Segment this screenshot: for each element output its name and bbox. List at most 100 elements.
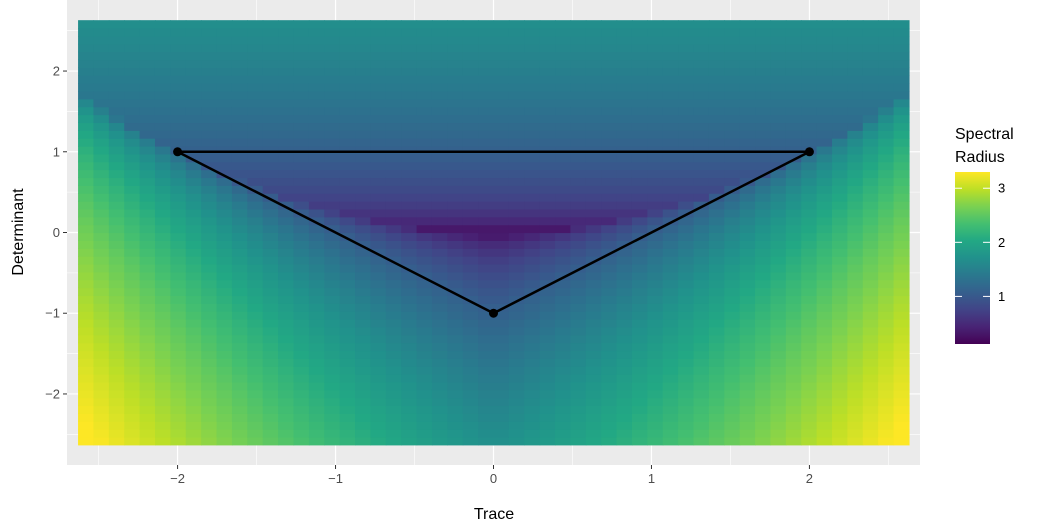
heatmap-cell — [539, 59, 556, 68]
heatmap-cell — [401, 397, 418, 407]
heatmap-cell — [170, 271, 187, 281]
heatmap-cell — [755, 146, 772, 155]
heatmap-cell — [616, 216, 633, 226]
heatmap-cell — [801, 28, 818, 37]
heatmap-cell — [462, 224, 479, 234]
heatmap-cell — [93, 20, 110, 29]
heatmap-cell — [262, 326, 279, 336]
heatmap-cell — [308, 161, 325, 171]
heatmap-cell — [201, 248, 218, 257]
heatmap-cell — [631, 51, 648, 61]
heatmap-cell — [139, 350, 156, 359]
heatmap-cell — [293, 20, 310, 29]
heatmap-cell — [385, 279, 402, 289]
heatmap-cell — [401, 59, 418, 68]
heatmap-cell — [555, 43, 572, 53]
heatmap-cell — [78, 130, 95, 139]
heatmap-cell — [570, 295, 587, 304]
heatmap-cell — [124, 83, 141, 92]
heatmap-cell — [247, 232, 264, 241]
heatmap-cell — [539, 381, 556, 391]
heatmap-cell — [601, 51, 618, 61]
heatmap-cell — [416, 397, 433, 407]
heatmap-cell — [170, 130, 187, 139]
heatmap-cell — [555, 334, 572, 344]
heatmap-cell — [216, 98, 233, 108]
heatmap-cell — [385, 405, 402, 414]
heatmap-cell — [93, 303, 110, 312]
heatmap-cell — [231, 90, 248, 100]
heatmap-cell — [339, 122, 356, 131]
heatmap-cell — [139, 20, 156, 29]
heatmap-cell — [801, 279, 818, 289]
heatmap-cell — [416, 90, 433, 100]
heatmap-cell — [370, 405, 387, 414]
heatmap-cell — [893, 287, 910, 297]
heatmap-cell — [878, 106, 895, 116]
heatmap-cell — [154, 138, 171, 147]
heatmap-cell — [570, 28, 587, 37]
heatmap-cell — [708, 366, 725, 375]
heatmap-cell — [816, 350, 833, 359]
heatmap-cell — [401, 263, 418, 273]
heatmap-cell — [708, 20, 725, 29]
heatmap-cell — [324, 240, 341, 249]
heatmap-cell — [262, 311, 279, 320]
heatmap-cell — [93, 114, 110, 124]
heatmap-cell — [416, 413, 433, 422]
heatmap-cell — [185, 177, 202, 186]
heatmap-cell — [447, 185, 464, 194]
heatmap-cell — [339, 28, 356, 37]
heatmap-cell — [616, 350, 633, 359]
heatmap-cell — [293, 28, 310, 37]
heatmap-cell — [801, 106, 818, 116]
heatmap-cell — [216, 146, 233, 155]
heatmap-cell — [478, 59, 495, 68]
heatmap-cell — [416, 295, 433, 304]
heatmap-cell — [724, 287, 741, 297]
heatmap-cell — [708, 185, 725, 194]
heatmap-cell — [539, 98, 556, 108]
heatmap-cell — [878, 114, 895, 124]
heatmap-cell — [616, 83, 633, 92]
heatmap-cell — [478, 295, 495, 304]
heatmap-cell — [462, 342, 479, 352]
heatmap-cell — [108, 177, 125, 186]
heatmap-cell — [832, 295, 848, 304]
heatmap-cell — [278, 256, 295, 265]
heatmap-cell — [678, 232, 695, 241]
heatmap-cell — [647, 358, 664, 367]
heatmap-cell — [585, 114, 602, 124]
heatmap-cell — [339, 334, 356, 344]
heatmap-cell — [124, 436, 141, 446]
heatmap-cell — [108, 106, 125, 116]
heatmap-cell — [801, 342, 818, 352]
heatmap-cell — [108, 83, 125, 92]
heatmap-cell — [878, 256, 895, 265]
heatmap-cell — [124, 146, 141, 155]
heatmap-cell — [170, 256, 187, 265]
heatmap-cell — [878, 193, 895, 202]
heatmap-cell — [370, 366, 387, 375]
heatmap-cell — [616, 271, 633, 281]
heatmap-cell — [847, 287, 864, 297]
heatmap-cell — [308, 397, 325, 407]
heatmap-cell — [478, 193, 495, 202]
heatmap-cell — [862, 389, 879, 399]
heatmap-cell — [231, 248, 248, 257]
heatmap-cell — [832, 185, 848, 194]
heatmap-cell — [324, 130, 341, 139]
heatmap-cell — [108, 311, 125, 320]
heatmap-cell — [431, 405, 448, 414]
heatmap-cell — [108, 326, 125, 336]
heatmap-cell — [478, 169, 495, 179]
heatmap-cell — [631, 279, 648, 289]
heatmap-cell — [262, 59, 279, 68]
heatmap-cell — [539, 185, 556, 194]
heatmap-cell — [631, 263, 648, 273]
heatmap-cell — [801, 51, 818, 61]
heatmap-cell — [278, 43, 295, 53]
heatmap-cell — [601, 153, 618, 163]
heatmap-cell — [708, 169, 725, 179]
heatmap-cell — [616, 397, 633, 407]
